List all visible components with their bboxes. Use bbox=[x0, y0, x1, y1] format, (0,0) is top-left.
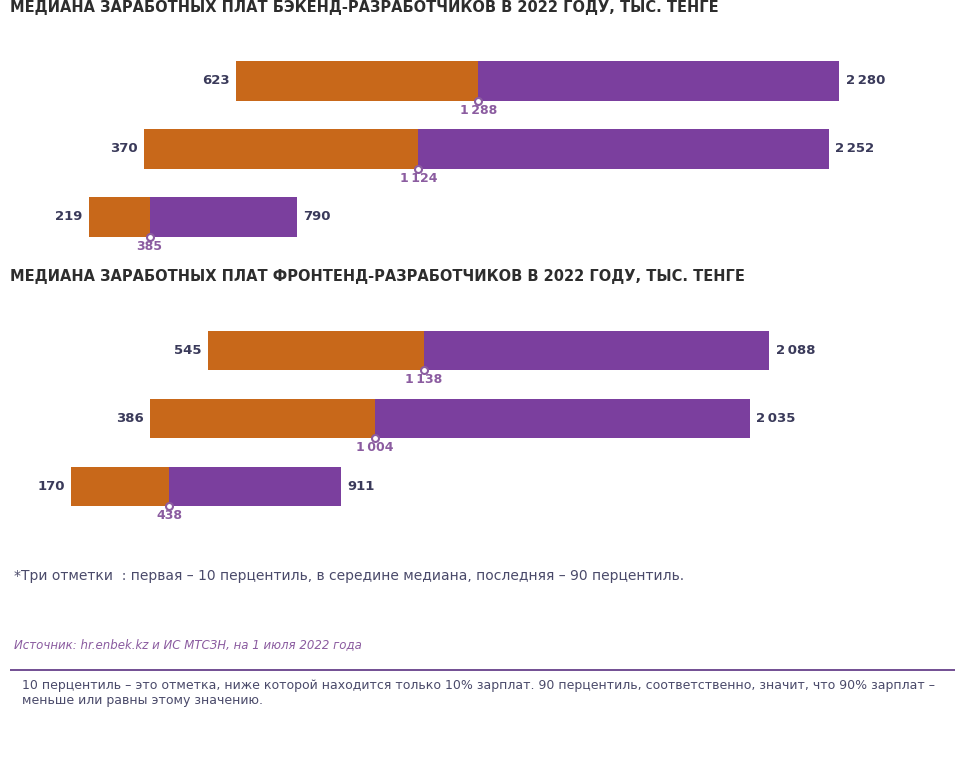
Bar bbox=[236, 61, 478, 101]
Bar bbox=[207, 330, 424, 370]
Text: *Три отметки  : первая – 10 перцентиль, в середине медиана, последняя – 90 перце: *Три отметки : первая – 10 перцентиль, в… bbox=[14, 569, 684, 583]
Text: 790: 790 bbox=[304, 210, 331, 223]
Text: 385: 385 bbox=[137, 240, 163, 253]
Bar bbox=[150, 197, 297, 237]
Text: 2 088: 2 088 bbox=[776, 344, 815, 357]
Text: 370: 370 bbox=[110, 142, 138, 155]
Text: 1 288: 1 288 bbox=[459, 104, 497, 117]
Bar bbox=[169, 467, 341, 506]
Bar bbox=[419, 129, 829, 169]
Text: 438: 438 bbox=[156, 509, 182, 522]
Text: МЕДИАНА ЗАРАБОТНЫХ ПЛАТ БЭКЕНД-РАЗРАБОТЧИКОВ В 2022 ГОДУ, ТЫС. ТЕНГЕ: МЕДИАНА ЗАРАБОТНЫХ ПЛАТ БЭКЕНД-РАЗРАБОТЧ… bbox=[10, 0, 718, 15]
Text: 1 004: 1 004 bbox=[356, 442, 394, 455]
Text: 911: 911 bbox=[347, 480, 375, 493]
Bar bbox=[90, 197, 150, 237]
Text: 1 138: 1 138 bbox=[405, 373, 442, 386]
Bar bbox=[144, 129, 419, 169]
Bar bbox=[374, 399, 750, 438]
Bar bbox=[150, 399, 374, 438]
Text: 2 252: 2 252 bbox=[836, 142, 874, 155]
Text: 219: 219 bbox=[55, 210, 83, 223]
Text: МЕДИАНА ЗАРАБОТНЫХ ПЛАТ ФРОНТЕНД-РАЗРАБОТЧИКОВ В 2022 ГОДУ, ТЫС. ТЕНГЕ: МЕДИАНА ЗАРАБОТНЫХ ПЛАТ ФРОНТЕНД-РАЗРАБО… bbox=[10, 270, 745, 284]
Text: 545: 545 bbox=[174, 344, 202, 357]
Text: Источник: hr.enbek.kz и ИС МТСЗН, на 1 июля 2022 года: Источник: hr.enbek.kz и ИС МТСЗН, на 1 и… bbox=[14, 638, 362, 651]
Text: 170: 170 bbox=[38, 480, 65, 493]
Bar bbox=[478, 61, 839, 101]
Bar bbox=[424, 330, 769, 370]
Text: 386: 386 bbox=[116, 412, 144, 425]
Text: 1 124: 1 124 bbox=[400, 172, 437, 185]
Text: 623: 623 bbox=[202, 74, 230, 88]
Text: 10 перцентиль – это отметка, ниже которой находится только 10% зарплат. 90 перце: 10 перцентиль – это отметка, ниже которо… bbox=[14, 680, 935, 707]
Text: 2 035: 2 035 bbox=[757, 412, 796, 425]
Text: 2 280: 2 280 bbox=[845, 74, 885, 88]
Bar bbox=[71, 467, 169, 506]
